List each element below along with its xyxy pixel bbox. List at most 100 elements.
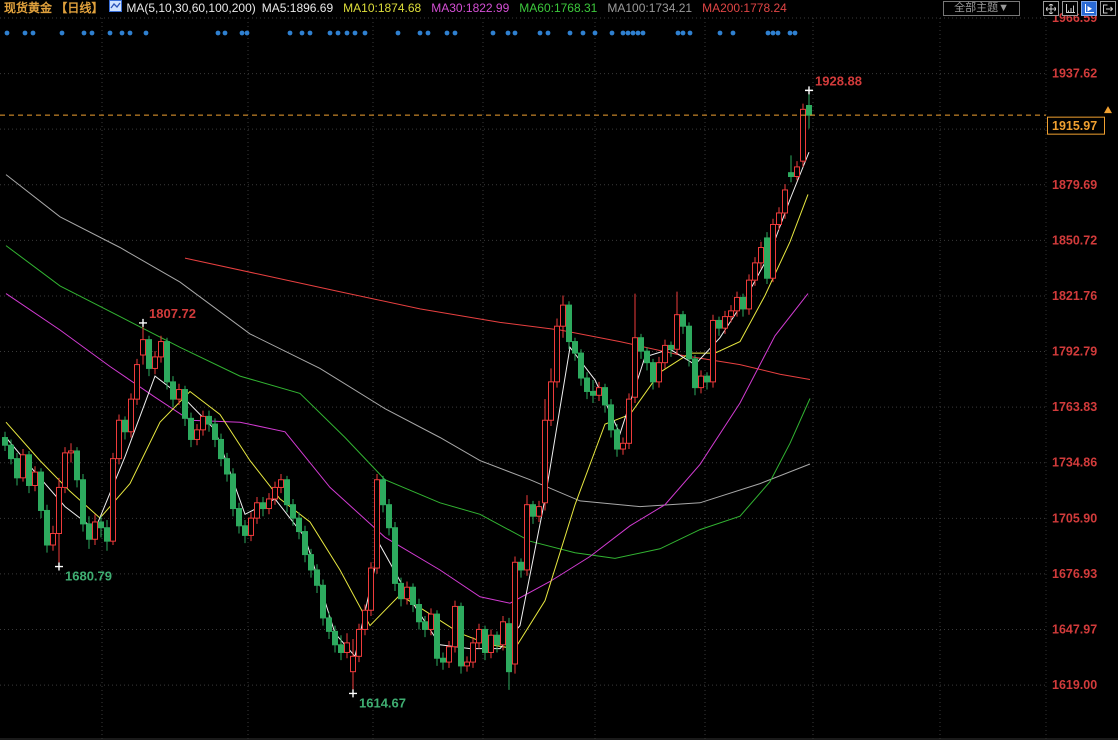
ma-legend-item: MA10:1874.68 bbox=[343, 1, 422, 15]
candle-body bbox=[38, 471, 44, 511]
event-dot[interactable] bbox=[444, 30, 450, 36]
event-dot[interactable] bbox=[119, 30, 125, 36]
pan-exit-icon[interactable] bbox=[1100, 1, 1116, 16]
event-dot[interactable] bbox=[625, 30, 631, 36]
event-dot[interactable] bbox=[787, 30, 793, 36]
event-dot[interactable] bbox=[59, 30, 65, 36]
candle-body bbox=[404, 586, 410, 600]
event-dot[interactable] bbox=[244, 30, 250, 36]
event-dot[interactable] bbox=[775, 30, 781, 36]
candle-body bbox=[464, 661, 470, 667]
event-dot[interactable] bbox=[609, 30, 615, 36]
event-dot[interactable] bbox=[505, 30, 511, 36]
event-dot[interactable] bbox=[417, 30, 423, 36]
candle-body bbox=[428, 613, 434, 630]
candle-body bbox=[116, 419, 122, 460]
extreme-cross-icon bbox=[139, 318, 147, 327]
move-crosshair-icon[interactable] bbox=[1043, 1, 1059, 16]
event-dot[interactable] bbox=[717, 30, 723, 36]
event-dot[interactable] bbox=[287, 30, 293, 36]
event-dot[interactable] bbox=[792, 30, 798, 36]
event-dot[interactable] bbox=[640, 30, 646, 36]
event-dot[interactable] bbox=[307, 30, 313, 36]
event-dot[interactable] bbox=[765, 30, 771, 36]
candle-body bbox=[716, 319, 722, 329]
event-dot[interactable] bbox=[512, 30, 518, 36]
current-price-arrow-icon bbox=[1104, 106, 1112, 114]
candle-body bbox=[194, 429, 200, 440]
ma-line-ma200 bbox=[184, 257, 811, 380]
header-toolbar: 全部主题▼ bbox=[943, 1, 1116, 16]
event-dot[interactable] bbox=[490, 30, 496, 36]
candle-body bbox=[224, 458, 230, 475]
event-dot[interactable] bbox=[687, 30, 693, 36]
candle-body bbox=[746, 279, 752, 310]
event-dot[interactable] bbox=[143, 30, 149, 36]
axis-price-label: 1821.76 bbox=[1052, 289, 1097, 303]
candle-body bbox=[290, 504, 296, 519]
event-dot[interactable] bbox=[299, 30, 305, 36]
event-dot[interactable] bbox=[352, 30, 358, 36]
event-dot[interactable] bbox=[327, 30, 333, 36]
event-dot[interactable] bbox=[4, 30, 10, 36]
current-price-tag: 1915.97 bbox=[1052, 119, 1097, 133]
event-dot[interactable] bbox=[30, 30, 36, 36]
candle-body bbox=[260, 502, 266, 510]
axis-play-icon[interactable] bbox=[1081, 1, 1097, 16]
candle-body bbox=[608, 404, 614, 431]
event-dot[interactable] bbox=[770, 30, 776, 36]
extreme-cross-icon bbox=[805, 86, 813, 95]
candle-body bbox=[74, 450, 80, 481]
event-dot[interactable] bbox=[592, 30, 598, 36]
candle-body bbox=[530, 504, 536, 517]
candle-body bbox=[704, 375, 710, 383]
event-dot[interactable] bbox=[620, 30, 626, 36]
ma-line-ma30 bbox=[5, 293, 809, 604]
candle-body bbox=[176, 389, 182, 400]
event-dot[interactable] bbox=[335, 30, 341, 36]
axis-price-label: 1763.83 bbox=[1052, 400, 1097, 414]
event-dot[interactable] bbox=[425, 30, 431, 36]
candle-body bbox=[560, 304, 566, 327]
ma-group-label: MA(5,10,30,60,100,200) bbox=[126, 1, 256, 15]
event-dot[interactable] bbox=[344, 30, 350, 36]
event-dot[interactable] bbox=[222, 30, 228, 36]
candle-body bbox=[626, 398, 632, 444]
axis-price-label: 1647.97 bbox=[1052, 623, 1097, 637]
event-dot[interactable] bbox=[81, 30, 87, 36]
candle-body bbox=[638, 337, 644, 352]
ma-line-ma5 bbox=[5, 152, 810, 658]
event-dot[interactable] bbox=[630, 30, 636, 36]
event-dot[interactable] bbox=[730, 30, 736, 36]
event-dot[interactable] bbox=[107, 30, 113, 36]
candle-body bbox=[494, 634, 500, 646]
event-dot[interactable] bbox=[362, 30, 368, 36]
event-dot[interactable] bbox=[239, 30, 245, 36]
candle-body bbox=[710, 319, 716, 383]
candle-body bbox=[506, 623, 512, 673]
event-dot[interactable] bbox=[22, 30, 28, 36]
axis-price-label: 1879.69 bbox=[1052, 178, 1097, 192]
candle-body bbox=[800, 108, 806, 162]
event-dot[interactable] bbox=[215, 30, 221, 36]
ma-line-ma100 bbox=[5, 174, 811, 508]
axis-price-label: 1705.90 bbox=[1052, 511, 1097, 525]
event-dot[interactable] bbox=[635, 30, 641, 36]
event-dot[interactable] bbox=[675, 30, 681, 36]
event-dot[interactable] bbox=[395, 30, 401, 36]
axis-scale-icon[interactable] bbox=[1062, 1, 1078, 16]
event-dot[interactable] bbox=[580, 30, 586, 36]
event-dot[interactable] bbox=[452, 30, 458, 36]
event-dot[interactable] bbox=[89, 30, 95, 36]
theme-selector-dropdown[interactable]: 全部主题▼ bbox=[943, 1, 1020, 16]
event-dot[interactable] bbox=[567, 30, 573, 36]
event-dot[interactable] bbox=[127, 30, 133, 36]
extreme-cross-icon bbox=[349, 689, 357, 698]
candle-body bbox=[566, 304, 572, 343]
event-dot[interactable] bbox=[537, 30, 543, 36]
event-dot[interactable] bbox=[680, 30, 686, 36]
candle-body bbox=[392, 527, 398, 584]
event-dot[interactable] bbox=[545, 30, 551, 36]
